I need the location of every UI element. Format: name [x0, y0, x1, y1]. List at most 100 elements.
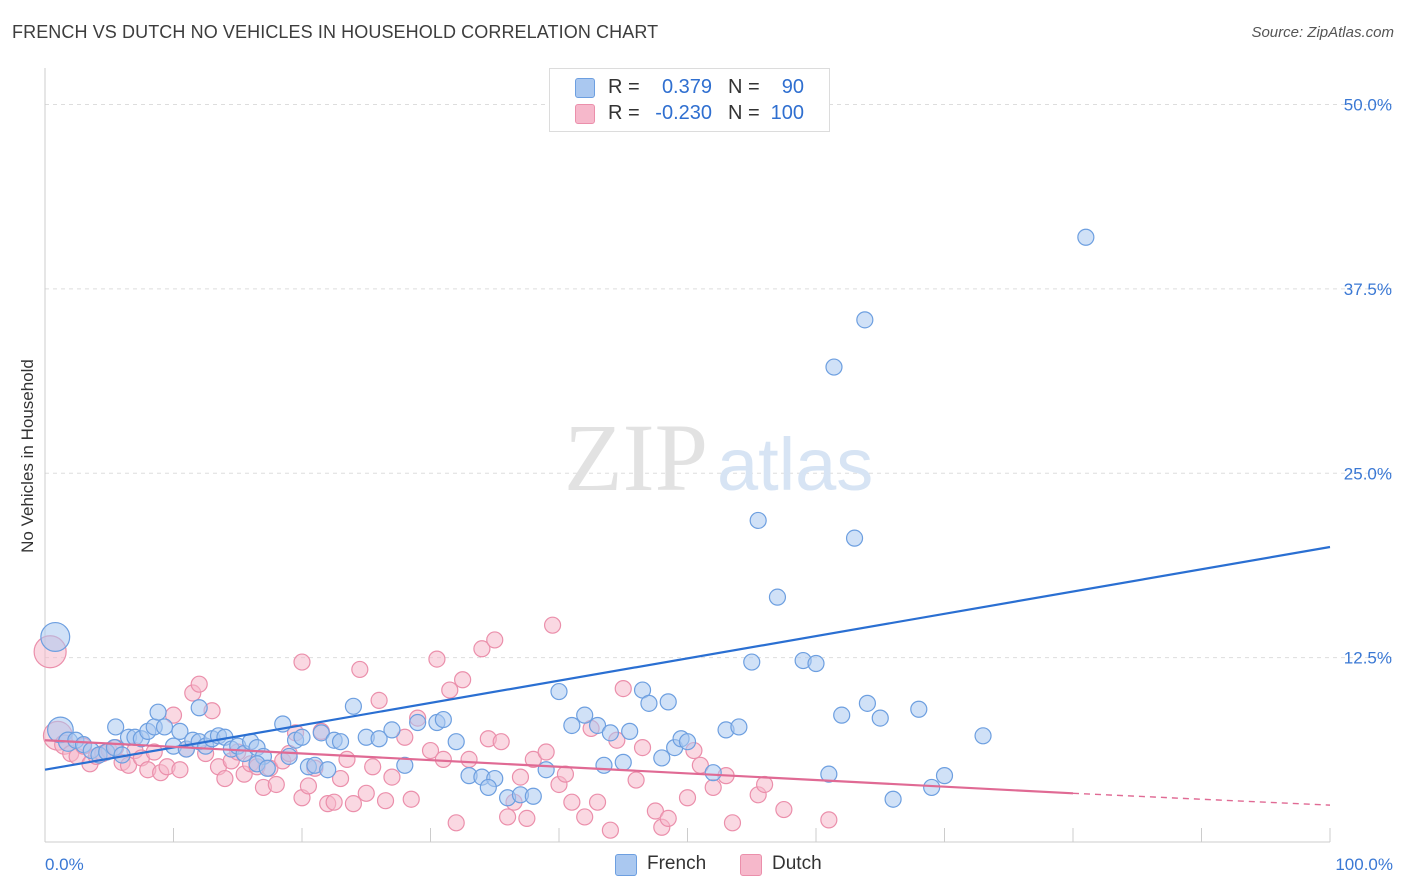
dutch-n-value: 100	[770, 102, 804, 124]
dutch-point	[331, 769, 350, 788]
french-point	[678, 733, 697, 751]
y-axis-label: No Vehicles in Household	[18, 359, 37, 553]
watermark: ZIP atlas	[564, 404, 873, 511]
dutch-point	[402, 790, 420, 808]
french-point	[537, 761, 555, 779]
dutch-point	[820, 811, 838, 829]
french-point	[1077, 228, 1095, 246]
x-tick-label: 0.0%	[45, 855, 84, 874]
french-point	[601, 724, 620, 742]
french-point	[825, 358, 843, 376]
dutch-point	[447, 814, 465, 832]
french-point	[974, 727, 992, 745]
dutch-point	[267, 775, 285, 794]
french-point	[447, 733, 465, 751]
dutch-point	[325, 793, 343, 811]
french-point	[383, 721, 401, 739]
dutch-trend-extension	[1072, 792, 1331, 806]
y-tick-label: 25.0%	[1344, 464, 1392, 483]
french-point	[621, 722, 639, 740]
dutch-point	[473, 640, 491, 658]
french-legend-label: French	[647, 853, 707, 874]
french-point	[749, 511, 767, 530]
dutch-trend-line	[44, 739, 1074, 795]
correlation-legend: R = 0.379 N = 90 R = -0.230 N = 100	[549, 68, 830, 132]
watermark-zip: ZIP	[564, 404, 708, 511]
french-point	[845, 529, 864, 547]
dutch-point	[293, 653, 311, 671]
french-point	[935, 767, 954, 785]
french-trend-line	[44, 545, 1331, 771]
dutch-point	[383, 768, 401, 786]
dutch-point	[601, 821, 620, 839]
chart-source: Source: ZipAtlas.com	[1251, 24, 1394, 41]
legend-row-dutch: R = -0.230 N = 100	[550, 100, 829, 126]
dutch-point	[351, 660, 369, 679]
tick-labels: 12.5% 25.0% 37.5% 50.0% 0.0% 100.0%	[45, 96, 1393, 875]
french-point	[659, 693, 677, 711]
y-tick-label: 12.5%	[1344, 649, 1392, 668]
french-point	[871, 709, 889, 727]
dutch-point	[576, 808, 594, 826]
french-point	[331, 733, 350, 751]
dutch-point	[396, 728, 414, 746]
french-point	[588, 716, 607, 735]
axes	[44, 68, 1331, 843]
chart-title: FRENCH VS DUTCH NO VEHICLES IN HOUSEHOLD…	[12, 22, 659, 42]
dutch-point	[357, 784, 375, 802]
grid-lines	[45, 104, 1392, 659]
french-point	[640, 694, 658, 712]
dutch-r-value: -0.230	[655, 102, 712, 124]
dutch-point	[370, 691, 388, 710]
dutch-point	[216, 769, 234, 788]
french-point	[171, 722, 189, 740]
dutch-point	[492, 733, 510, 751]
watermark-atlas: atlas	[717, 423, 873, 506]
french-point	[524, 787, 542, 805]
french-point	[370, 730, 388, 748]
dutch-point	[299, 777, 318, 795]
french-point	[730, 718, 748, 736]
french-point	[884, 790, 902, 808]
dutch-point	[563, 793, 581, 811]
dutch-point	[376, 792, 395, 810]
french-point	[833, 706, 851, 724]
french-point	[293, 728, 311, 746]
x-tick-label: 100.0%	[1335, 855, 1393, 874]
french-point	[704, 764, 722, 782]
dutch-legend-label: Dutch	[772, 853, 822, 874]
legend-row-french: R = 0.379 N = 90	[550, 74, 829, 100]
french-legend-swatch	[615, 854, 637, 876]
french-point	[434, 710, 452, 729]
french-point	[258, 759, 276, 777]
french-point	[312, 724, 330, 742]
french-point	[653, 749, 671, 767]
dutch-point	[633, 738, 652, 757]
french-point	[856, 311, 874, 329]
french-point	[155, 718, 174, 736]
dutch-legend-swatch	[740, 854, 762, 876]
dutch-point	[338, 750, 356, 769]
french-point	[319, 761, 337, 779]
french-point	[743, 653, 761, 671]
dutch-point	[556, 765, 575, 783]
dutch-point	[486, 631, 504, 649]
french-point	[768, 588, 787, 606]
french-point	[550, 682, 568, 701]
french-point	[409, 713, 427, 732]
dutch-point	[755, 775, 774, 794]
french-point	[807, 654, 825, 673]
french-point	[396, 756, 414, 774]
french-point	[344, 697, 362, 715]
dutch-point	[775, 800, 793, 819]
dutch-r-label: R =	[608, 102, 640, 124]
dutch-point	[518, 809, 536, 828]
dutch-point	[441, 681, 459, 699]
french-swatch	[575, 78, 595, 98]
dutch-n-label: N =	[728, 102, 760, 124]
dutch-point	[678, 789, 697, 807]
dutch-point	[723, 814, 742, 832]
dutch-point	[511, 768, 530, 786]
french-r-value: 0.379	[661, 76, 712, 98]
